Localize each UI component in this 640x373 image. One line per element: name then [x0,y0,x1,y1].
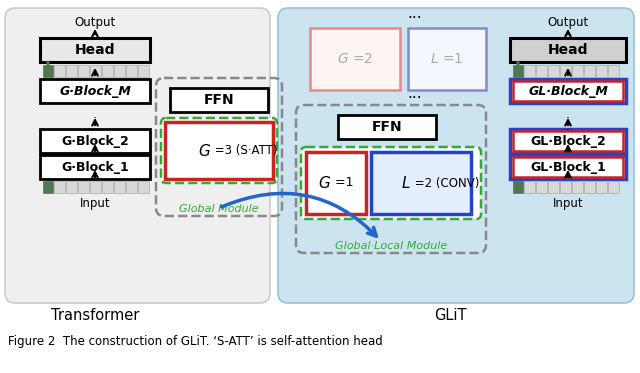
Bar [138,65,149,77]
Text: Head: Head [75,43,115,57]
Bar [310,28,400,90]
Bar [40,79,150,103]
Text: GL·Block_M: GL·Block_M [528,85,608,97]
Bar [338,115,436,139]
Text: $G$: $G$ [318,175,331,191]
Bar [54,65,65,77]
Bar [43,181,53,193]
FancyBboxPatch shape [5,8,270,303]
FancyBboxPatch shape [161,118,277,183]
Bar [572,181,583,193]
Bar [102,65,113,77]
Text: GLiT: GLiT [434,307,467,323]
Bar [43,65,53,77]
Bar [306,152,366,214]
Bar [510,38,626,62]
Bar [114,65,125,77]
Bar [78,65,89,77]
Text: G·Block_2: G·Block_2 [61,135,129,147]
Text: Global Module: Global Module [179,204,259,214]
Text: Input: Input [80,197,110,210]
Bar [513,181,523,193]
Bar [126,181,137,193]
Bar [584,65,595,77]
Text: $L$ =1: $L$ =1 [430,52,464,66]
Bar [584,181,595,193]
Bar [560,65,571,77]
Text: G·Block_M: G·Block_M [59,85,131,97]
Text: ·
·
·: · · · [93,112,97,149]
Text: FFN: FFN [204,93,234,107]
Bar [138,181,149,193]
FancyBboxPatch shape [278,8,634,303]
Bar [114,181,125,193]
Bar [524,181,535,193]
Text: GL·Block_2: GL·Block_2 [530,135,606,147]
Bar [510,155,626,179]
Bar [513,65,523,77]
Text: Figure 2  The construction of GLiT. ‘S-ATT’ is self-attention head: Figure 2 The construction of GLiT. ‘S-AT… [8,335,383,348]
Bar [560,181,571,193]
Text: G·Block_1: G·Block_1 [61,160,129,173]
Bar [596,65,607,77]
Bar [548,65,559,77]
Bar [40,129,150,153]
Text: FFN: FFN [372,120,403,134]
Bar [40,155,150,179]
Bar [548,181,559,193]
Text: $G$ =2: $G$ =2 [337,52,373,66]
Text: ···: ··· [408,91,422,106]
Text: =3 (S·ATT): =3 (S·ATT) [211,144,278,157]
Text: Output: Output [74,16,116,29]
Bar [170,88,268,112]
FancyArrowPatch shape [221,193,376,236]
Bar [66,181,77,193]
Bar [90,181,101,193]
Bar [78,181,89,193]
Bar [513,157,623,177]
Text: ·
·
·: · · · [566,112,570,149]
Text: ···: ··· [408,10,422,25]
Bar [608,65,619,77]
Bar [608,181,619,193]
Text: Output: Output [547,16,589,29]
Bar [408,28,486,90]
Text: Input: Input [553,197,583,210]
Text: =2 (CONV): =2 (CONV) [411,176,479,189]
Text: GL·Block_1: GL·Block_1 [530,160,606,173]
Bar [572,65,583,77]
Bar [510,79,626,103]
Bar [596,181,607,193]
Bar [54,181,65,193]
Bar [66,65,77,77]
Text: Head: Head [548,43,588,57]
Bar [524,65,535,77]
Text: Global·Local Module: Global·Local Module [335,241,447,251]
Bar [165,122,273,179]
Bar [513,81,623,101]
Bar [510,129,626,153]
FancyBboxPatch shape [301,147,481,219]
Text: $L$: $L$ [401,175,411,191]
Bar [102,181,113,193]
Bar [536,181,547,193]
Bar [126,65,137,77]
Bar [90,65,101,77]
Bar [371,152,471,214]
Text: Transformer: Transformer [51,307,139,323]
Text: =1: =1 [331,176,353,189]
Bar [536,65,547,77]
Bar [513,131,623,151]
Text: $G$: $G$ [198,142,211,159]
Bar [40,38,150,62]
